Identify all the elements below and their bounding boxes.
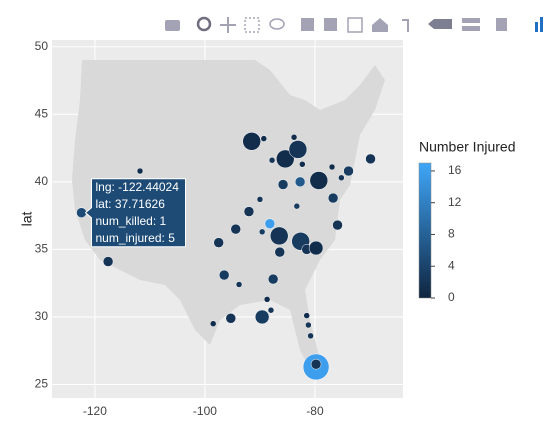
home-icon[interactable] [372, 18, 388, 32]
point [365, 153, 376, 165]
x-tick-label: -80 [306, 404, 324, 418]
point [308, 240, 324, 256]
zoom-out-icon[interactable] [324, 18, 337, 31]
points [76, 132, 376, 381]
hover-text: lng: -122.44024 [95, 180, 179, 194]
point [260, 135, 268, 142]
plotly-logo[interactable] [535, 22, 538, 32]
point [267, 273, 279, 285]
point [328, 163, 336, 171]
colorbar-tick-label: 4 [448, 258, 455, 272]
y-tick-label: 45 [35, 106, 49, 120]
zoom-in-icon[interactable] [301, 18, 314, 31]
colorbar-tick-label: 12 [448, 195, 462, 209]
point [293, 202, 301, 210]
point [258, 228, 266, 236]
point [225, 313, 237, 324]
y-tick-label: 25 [35, 377, 49, 391]
autoscale-icon[interactable] [347, 17, 363, 33]
hover-box [84, 178, 186, 248]
point [274, 246, 286, 258]
point [243, 206, 255, 217]
point [299, 161, 306, 168]
point [256, 196, 264, 203]
x-tick-label: -100 [193, 404, 217, 418]
colorbar-tick-label: 0 [448, 290, 455, 304]
point [310, 358, 322, 370]
point [213, 237, 224, 248]
point [264, 218, 276, 229]
point [307, 332, 314, 340]
select-icon[interactable] [244, 17, 260, 33]
modebar [165, 16, 543, 33]
point [269, 226, 289, 246]
hover-compare-icon[interactable] [462, 18, 480, 23]
point [309, 171, 329, 190]
point [218, 269, 230, 281]
y-tick-label: 50 [35, 39, 49, 53]
hover-label: lng: -122.44024 lat: 37.71626 num_killed: … [84, 178, 186, 248]
hover-compare-icon[interactable] [462, 26, 480, 31]
edit-icon[interactable] [496, 18, 507, 31]
point [268, 156, 276, 164]
camera-icon[interactable] [165, 20, 180, 31]
point [230, 223, 242, 235]
point [235, 281, 243, 288]
x-tick-label: -120 [83, 404, 107, 418]
plotly-logo[interactable] [540, 17, 543, 32]
point [327, 192, 339, 204]
zoom-icon[interactable] [196, 16, 212, 32]
y-tick-label: 30 [35, 309, 49, 323]
point [136, 167, 144, 175]
spike-icon[interactable] [402, 19, 409, 32]
hover-closest-icon[interactable] [428, 19, 452, 29]
lasso-icon[interactable] [269, 18, 285, 30]
point [267, 306, 275, 314]
point [276, 149, 295, 169]
point [294, 176, 306, 188]
point [288, 140, 308, 159]
y-axis-title: lat [19, 212, 35, 227]
point [305, 321, 312, 329]
point [338, 174, 345, 182]
colorbar-tick-label: 8 [448, 227, 455, 241]
hover-text: num_injured: 5 [95, 231, 175, 245]
hover-text: num_killed: 1 [95, 214, 166, 228]
us-map [72, 60, 385, 380]
point [332, 219, 343, 231]
point [343, 165, 354, 177]
point [209, 320, 217, 327]
point [102, 256, 114, 267]
colorbar-tick-label: 16 [448, 163, 462, 177]
point [290, 134, 298, 141]
hover-text: lat: 37.71626 [95, 197, 165, 211]
colorbar [418, 162, 432, 299]
y-tick-label: 40 [35, 174, 49, 188]
y-tick-label: 35 [35, 242, 49, 256]
pan-icon[interactable] [220, 17, 236, 33]
point [242, 132, 261, 151]
point [254, 309, 270, 325]
colorbar-title: Number Injured [419, 139, 516, 155]
point [277, 179, 289, 190]
point [303, 312, 310, 319]
point [263, 296, 271, 303]
